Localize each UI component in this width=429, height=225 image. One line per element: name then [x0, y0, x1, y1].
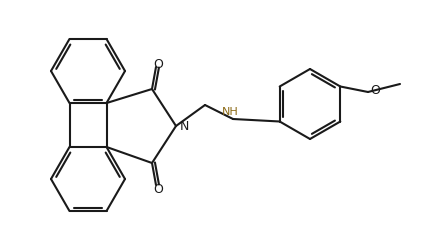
Text: N: N — [179, 120, 189, 133]
Text: O: O — [153, 57, 163, 70]
Text: NH: NH — [222, 106, 239, 117]
Text: O: O — [370, 83, 380, 96]
Text: O: O — [153, 183, 163, 196]
